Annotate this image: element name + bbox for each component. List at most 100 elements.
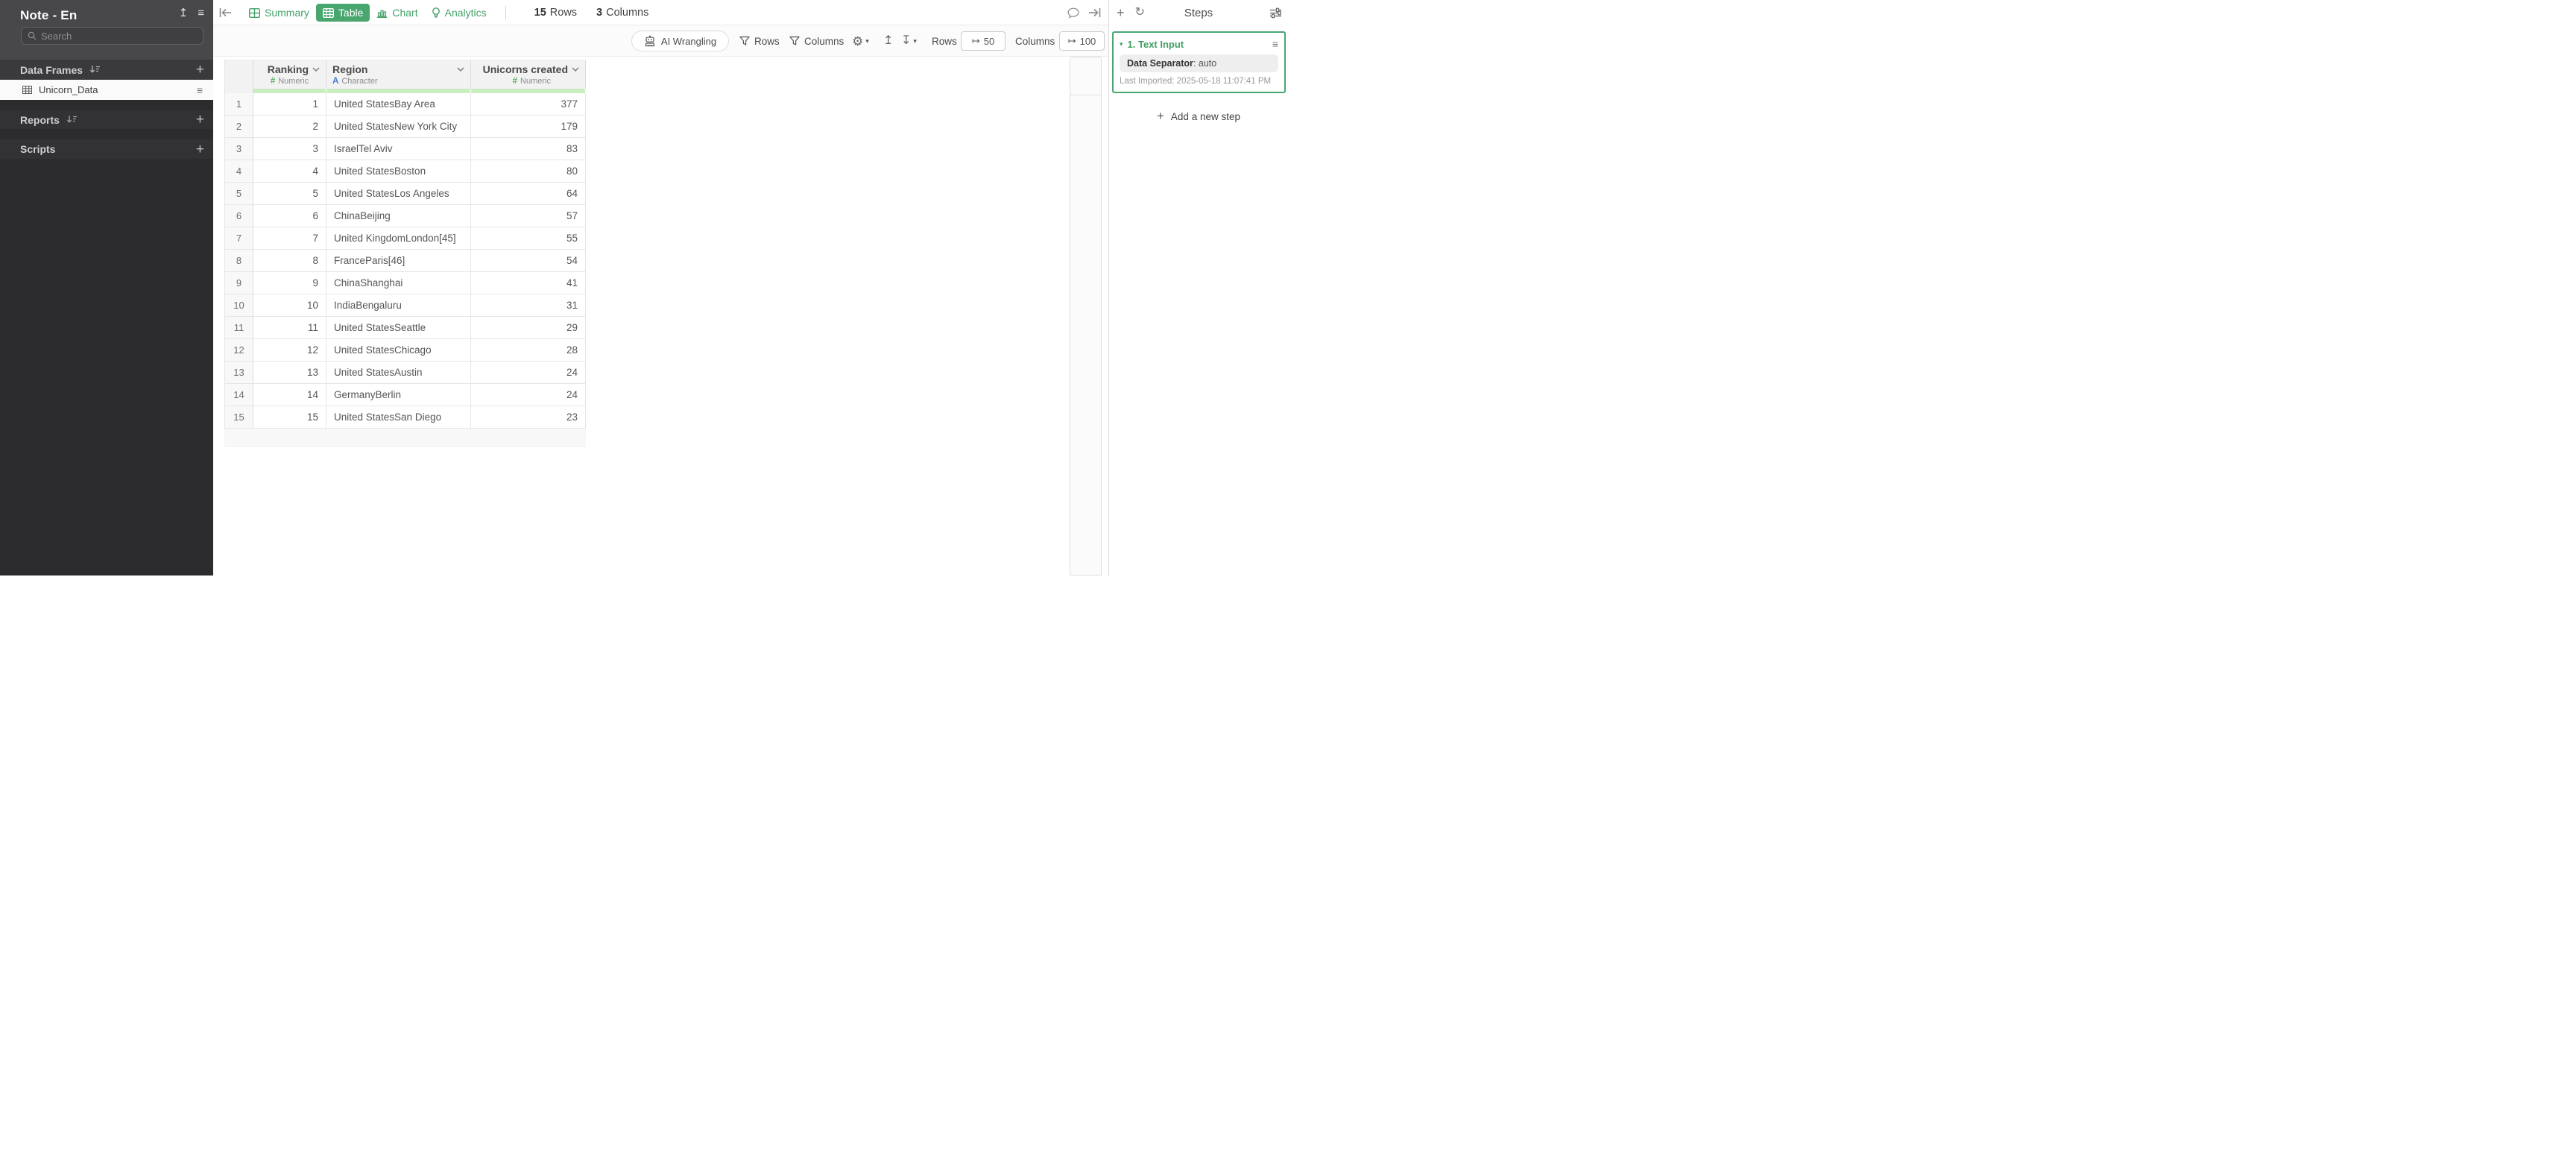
add-dataframe-button[interactable]: + [195,62,204,78]
add-step-icon[interactable]: + [1117,5,1125,20]
cell-ranking[interactable]: 4 [253,160,326,183]
cell-region[interactable]: United StatesChicago [326,339,471,362]
cell-ranking[interactable]: 15 [253,406,326,429]
cell-region[interactable]: United StatesBoston [326,160,471,183]
add-script-button[interactable]: + [195,141,204,157]
cell-unicorns-created[interactable]: 55 [471,227,586,250]
cell-region[interactable]: United KingdomLondon[45] [326,227,471,250]
column-type: Numeric [520,77,551,86]
cell-unicorns-created[interactable]: 23 [471,406,586,429]
cell-ranking[interactable]: 6 [253,205,326,227]
table-row: 1 1 United StatesBay Area 377 [224,93,586,116]
section-label: Data Frames [20,63,83,76]
collapse-triangle-icon[interactable]: ▾ [1120,40,1123,48]
add-new-step-button[interactable]: + Add a new step [1109,109,1288,124]
tab-summary[interactable]: Summary [242,4,316,22]
cell-region[interactable]: IndiaBengaluru [326,294,471,317]
column-header-ranking[interactable]: Ranking # Numeric [253,60,326,89]
cell-ranking[interactable]: 3 [253,138,326,160]
sidebar-item-unicorn-data[interactable]: Unicorn_Data ≡ [0,80,213,100]
add-report-button[interactable]: + [195,112,204,127]
cell-unicorns-created[interactable]: 54 [471,250,586,272]
chevron-down-icon[interactable] [457,67,464,72]
step-card-text-input[interactable]: ▾ 1. Text Input ≡ Data Separator: auto L… [1112,31,1286,93]
cell-region[interactable]: IsraelTel Aviv [326,138,471,160]
chevron-down-icon[interactable] [312,67,320,72]
column-header-region[interactable]: Region A Character [326,60,471,89]
menu-icon[interactable]: ≡ [198,7,204,19]
cell-unicorns-created[interactable]: 64 [471,183,586,205]
cell-ranking[interactable]: 14 [253,384,326,406]
cell-ranking[interactable]: 5 [253,183,326,205]
upload-button[interactable]: ↥ [883,25,893,57]
dataframe-menu-icon[interactable]: ≡ [196,83,203,96]
sort-icon[interactable] [89,65,101,75]
cell-unicorns-created[interactable]: 377 [471,93,586,116]
cell-unicorns-created[interactable]: 57 [471,205,586,227]
rows-limit-input[interactable]: ↦ 50 [961,31,1006,51]
steps-panel-title: Steps [1184,6,1213,19]
scroll-overview-strip[interactable] [1070,57,1102,576]
cell-ranking[interactable]: 9 [253,272,326,294]
cell-unicorns-created[interactable]: 179 [471,116,586,138]
cell-region[interactable]: ChinaShanghai [326,272,471,294]
download-dropdown[interactable]: ↧ ▾ [901,25,917,57]
chevron-down-icon[interactable] [572,67,579,72]
cell-region[interactable]: ChinaBeijing [326,205,471,227]
cell-region[interactable]: United StatesNew York City [326,116,471,138]
collapse-right-icon[interactable] [1088,7,1101,18]
cell-unicorns-created[interactable]: 24 [471,362,586,384]
cell-region[interactable]: United StatesBay Area [326,93,471,116]
cell-region[interactable]: GermanyBerlin [326,384,471,406]
cell-ranking[interactable]: 1 [253,93,326,116]
cell-region[interactable]: United StatesSan Diego [326,406,471,429]
sidebar-section-scripts[interactable]: Scripts + [0,139,213,159]
filter-columns-button[interactable]: Columns [789,25,844,57]
rows-limit-label: Rows [932,35,957,47]
rows-limit-value: 50 [983,35,995,47]
search-input[interactable] [41,30,197,42]
cell-region[interactable]: United StatesLos Angeles [326,183,471,205]
cell-unicorns-created[interactable]: 31 [471,294,586,317]
step-property: Data Separator: auto [1120,54,1278,72]
cell-unicorns-created[interactable]: 83 [471,138,586,160]
cell-unicorns-created[interactable]: 80 [471,160,586,183]
publish-icon[interactable]: ↥ [178,7,189,19]
cell-unicorns-created[interactable]: 29 [471,317,586,339]
step-menu-icon[interactable]: ≡ [1272,38,1278,50]
comment-icon[interactable] [1067,7,1079,19]
cell-unicorns-created[interactable]: 41 [471,272,586,294]
collapse-sidebar-icon[interactable] [219,7,232,18]
cell-region[interactable]: United StatesAustin [326,362,471,384]
cell-region[interactable]: United StatesSeattle [326,317,471,339]
filter-rows-button[interactable]: Rows [739,25,780,57]
refresh-icon[interactable]: ↻ [1134,6,1145,19]
cell-ranking[interactable]: 7 [253,227,326,250]
sidebar-section-reports[interactable]: Reports + [0,110,213,129]
search-box[interactable] [21,27,203,45]
sidebar-section-data-frames[interactable]: Data Frames + [0,60,213,80]
columns-limit-input[interactable]: ↦ 100 [1059,31,1105,51]
tab-table[interactable]: Table [315,4,370,22]
cell-unicorns-created[interactable]: 28 [471,339,586,362]
settings-dropdown[interactable]: ⚙ ▾ [852,25,869,57]
cell-ranking[interactable]: 12 [253,339,326,362]
columns-limit-value: 100 [1079,35,1096,47]
sort-icon[interactable] [66,115,78,124]
last-imported: Last Imported: 2025-05-18 11:07:41 PM [1120,77,1272,86]
tab-analytics[interactable]: Analytics [425,4,493,22]
row-number: 1 [224,93,253,116]
cell-ranking[interactable]: 13 [253,362,326,384]
tab-label: Table [338,7,364,19]
sliders-icon[interactable] [1269,7,1282,19]
cell-ranking[interactable]: 10 [253,294,326,317]
tab-chart[interactable]: Chart [370,4,424,22]
column-header-unicorns-created[interactable]: Unicorns created # Numeric [471,60,586,89]
cell-region[interactable]: FranceParis[46] [326,250,471,272]
cell-unicorns-created[interactable]: 24 [471,384,586,406]
cell-ranking[interactable]: 11 [253,317,326,339]
row-number: 8 [224,250,253,272]
ai-wrangling-button[interactable]: AI Wrangling [631,31,729,51]
cell-ranking[interactable]: 8 [253,250,326,272]
cell-ranking[interactable]: 2 [253,116,326,138]
